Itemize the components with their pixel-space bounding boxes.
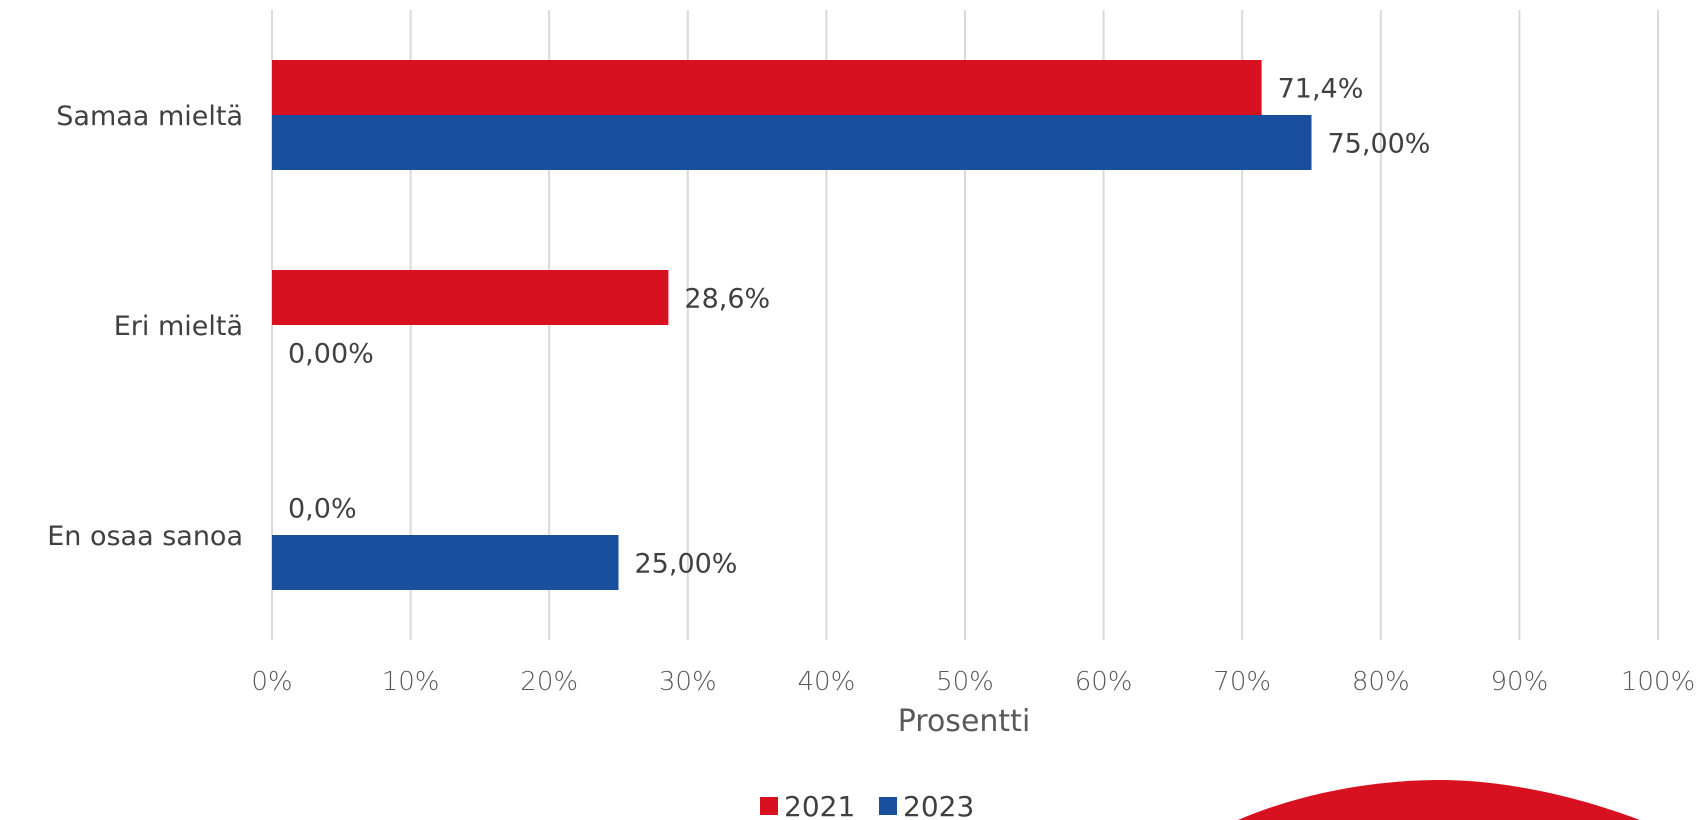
legend-label: 2023: [903, 790, 974, 820]
legend-swatch: [879, 797, 897, 815]
category-labels: Samaa mieltä Eri mieltä En osaa sanoa: [47, 101, 243, 552]
data-label: 71,4%: [1278, 74, 1364, 105]
data-labels: 71,4% 75,00% 28,6% 0,00% 0,0% 25,00%: [288, 74, 1430, 580]
data-label: 0,0%: [288, 494, 357, 525]
x-tick-label: 80%: [1352, 667, 1410, 697]
x-axis-title: Prosentti: [898, 704, 1031, 739]
x-tick-label: 90%: [1491, 667, 1549, 697]
category-label: En osaa sanoa: [47, 521, 243, 552]
category-label: Samaa mieltä: [56, 101, 243, 132]
bar-2023: [272, 115, 1312, 170]
bar-2021: [272, 270, 669, 325]
x-tick-label: 40%: [798, 667, 856, 697]
legend-swatch: [760, 797, 778, 815]
x-tick-label: 100%: [1621, 667, 1695, 697]
bars: [272, 60, 1312, 590]
bar-2021: [272, 60, 1262, 115]
x-tick-label: 70%: [1213, 667, 1271, 697]
data-label: 28,6%: [684, 284, 770, 315]
data-label: 0,00%: [288, 339, 374, 370]
decorative-red-arc: [1238, 780, 1640, 820]
x-tick-label: 50%: [936, 667, 994, 697]
data-label: 25,00%: [635, 549, 738, 580]
x-tick-label: 60%: [1075, 667, 1133, 697]
category-label: Eri mieltä: [114, 311, 243, 342]
legend-label: 2021: [784, 790, 855, 820]
x-tick-label: 10%: [382, 667, 440, 697]
data-label: 75,00%: [1328, 129, 1431, 160]
bar-2023: [272, 535, 619, 590]
legend: 2021 2023: [760, 790, 974, 820]
x-tick-label: 30%: [659, 667, 717, 697]
x-tick-label: 20%: [520, 667, 578, 697]
x-tick-label: 0%: [251, 667, 292, 697]
x-tick-labels: 0% 10% 20% 30% 40% 50% 60% 70% 80% 90% 100%: [251, 667, 1695, 697]
